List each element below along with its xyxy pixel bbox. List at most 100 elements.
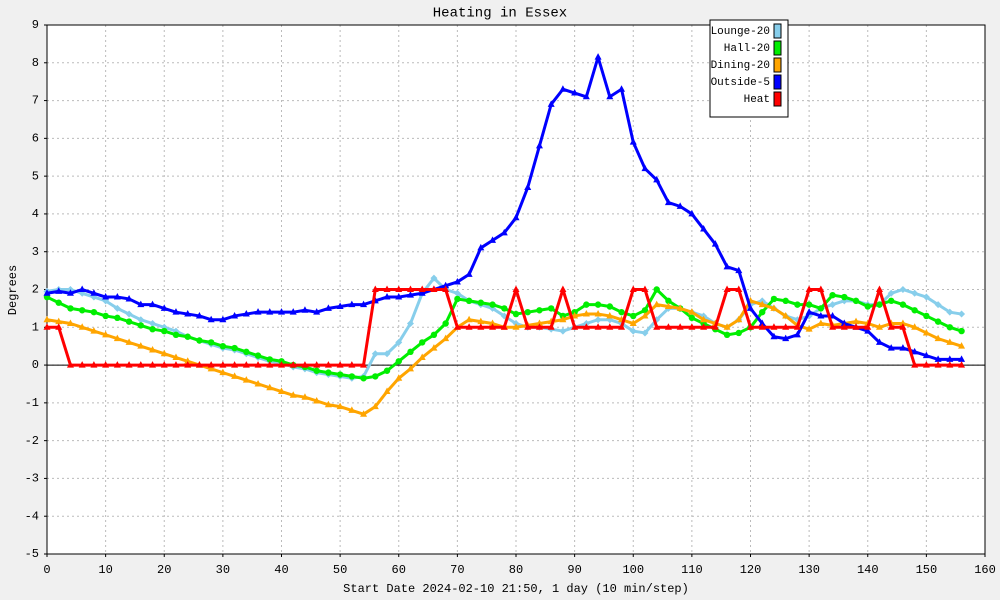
marker bbox=[442, 281, 450, 289]
marker bbox=[67, 305, 74, 312]
marker bbox=[770, 332, 778, 340]
legend-swatch bbox=[773, 74, 782, 90]
marker bbox=[43, 323, 51, 330]
marker bbox=[840, 319, 848, 327]
marker bbox=[887, 323, 895, 330]
marker bbox=[817, 319, 825, 327]
marker bbox=[735, 266, 743, 274]
marker bbox=[137, 361, 145, 368]
marker bbox=[899, 319, 907, 327]
marker bbox=[160, 304, 168, 311]
marker bbox=[688, 314, 696, 322]
marker bbox=[418, 289, 426, 296]
marker bbox=[242, 310, 250, 317]
marker bbox=[149, 300, 157, 308]
marker bbox=[512, 285, 520, 292]
marker bbox=[196, 337, 203, 344]
marker bbox=[688, 323, 696, 330]
marker bbox=[254, 361, 262, 368]
marker bbox=[934, 301, 942, 309]
legend-label: Outside-5 bbox=[711, 77, 770, 89]
marker bbox=[536, 307, 543, 314]
marker bbox=[430, 331, 438, 339]
marker bbox=[184, 333, 191, 340]
marker bbox=[55, 323, 63, 330]
marker bbox=[195, 311, 203, 319]
marker bbox=[829, 301, 837, 309]
x-tick-label: 160 bbox=[974, 563, 996, 577]
y-tick-label: 5 bbox=[32, 169, 39, 183]
marker bbox=[90, 361, 98, 368]
marker bbox=[336, 371, 344, 378]
marker bbox=[735, 315, 743, 323]
marker bbox=[55, 287, 63, 294]
marker bbox=[406, 285, 414, 292]
marker bbox=[360, 300, 368, 308]
marker bbox=[887, 289, 895, 297]
marker bbox=[125, 361, 133, 368]
marker bbox=[606, 323, 614, 330]
marker bbox=[442, 285, 450, 292]
marker bbox=[90, 327, 98, 334]
marker bbox=[747, 304, 754, 311]
marker bbox=[911, 361, 919, 368]
x-tick-label: 50 bbox=[333, 563, 347, 577]
marker bbox=[875, 323, 883, 330]
marker bbox=[195, 361, 203, 368]
marker bbox=[559, 85, 567, 92]
marker bbox=[794, 301, 801, 308]
marker bbox=[407, 348, 414, 356]
marker bbox=[793, 330, 801, 338]
marker bbox=[219, 368, 227, 376]
y-axis-label: Degrees bbox=[6, 265, 20, 315]
marker bbox=[137, 300, 145, 308]
marker bbox=[66, 289, 74, 296]
marker bbox=[512, 213, 520, 221]
marker bbox=[489, 319, 497, 327]
marker bbox=[453, 277, 461, 285]
marker bbox=[547, 323, 555, 330]
marker bbox=[770, 304, 778, 311]
marker bbox=[102, 312, 109, 320]
marker bbox=[395, 293, 403, 300]
marker bbox=[758, 323, 766, 330]
marker bbox=[160, 361, 168, 368]
marker bbox=[653, 175, 661, 183]
y-tick-label: 1 bbox=[32, 320, 39, 334]
marker bbox=[442, 320, 449, 327]
marker bbox=[782, 297, 789, 305]
marker bbox=[489, 236, 497, 243]
legend-label: Hall-20 bbox=[724, 43, 770, 55]
y-tick-label: 8 bbox=[32, 56, 39, 70]
marker bbox=[125, 310, 133, 318]
marker bbox=[465, 323, 473, 330]
marker bbox=[160, 349, 168, 357]
marker bbox=[571, 89, 579, 96]
marker bbox=[419, 339, 426, 346]
marker bbox=[664, 323, 672, 330]
marker bbox=[254, 308, 262, 315]
marker bbox=[43, 315, 51, 323]
marker bbox=[149, 345, 157, 353]
marker bbox=[324, 400, 332, 408]
marker bbox=[958, 327, 965, 335]
marker bbox=[747, 323, 754, 330]
marker bbox=[465, 315, 473, 323]
marker bbox=[477, 323, 485, 330]
marker bbox=[360, 361, 368, 368]
marker bbox=[547, 100, 555, 107]
marker bbox=[500, 228, 508, 236]
marker bbox=[817, 285, 825, 292]
marker bbox=[207, 364, 215, 372]
marker bbox=[535, 319, 543, 327]
marker bbox=[149, 361, 157, 368]
marker bbox=[313, 396, 321, 404]
marker bbox=[829, 323, 837, 330]
marker bbox=[559, 285, 567, 292]
marker bbox=[184, 361, 192, 368]
marker bbox=[430, 274, 438, 282]
marker bbox=[535, 323, 543, 330]
marker bbox=[336, 302, 344, 310]
marker bbox=[723, 331, 731, 339]
